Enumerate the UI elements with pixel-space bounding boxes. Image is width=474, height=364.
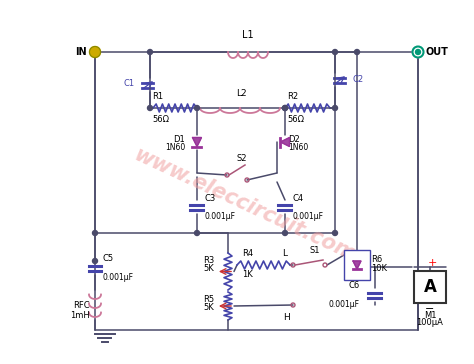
Text: 100μA: 100μA xyxy=(417,318,444,327)
Text: 0.001μF: 0.001μF xyxy=(103,273,134,282)
Text: 0.001μF: 0.001μF xyxy=(293,212,324,221)
Text: L2: L2 xyxy=(236,89,247,98)
Text: H: H xyxy=(283,313,291,322)
Circle shape xyxy=(283,230,288,236)
Circle shape xyxy=(332,50,337,55)
Circle shape xyxy=(332,230,337,236)
Text: 1K: 1K xyxy=(242,270,253,279)
Circle shape xyxy=(283,106,288,111)
Circle shape xyxy=(194,230,200,236)
Circle shape xyxy=(355,50,359,55)
Text: OUT: OUT xyxy=(426,47,449,57)
Text: 5K: 5K xyxy=(203,303,214,312)
Text: 0.001μF: 0.001μF xyxy=(205,212,236,221)
Circle shape xyxy=(283,106,288,111)
Text: 10K: 10K xyxy=(371,264,387,273)
Text: R3: R3 xyxy=(203,256,214,265)
Text: R6: R6 xyxy=(371,255,382,264)
Text: 1N60: 1N60 xyxy=(288,143,308,153)
Text: 1N60: 1N60 xyxy=(165,143,185,153)
Text: L: L xyxy=(283,249,288,258)
Text: L1: L1 xyxy=(242,30,254,40)
Text: S1: S1 xyxy=(310,246,320,255)
Text: IN: IN xyxy=(75,47,87,57)
Circle shape xyxy=(147,106,153,111)
Text: R1: R1 xyxy=(152,92,163,101)
Text: C1: C1 xyxy=(124,79,135,88)
Polygon shape xyxy=(192,138,201,146)
Circle shape xyxy=(147,50,153,55)
Text: 56Ω: 56Ω xyxy=(152,115,169,124)
Text: 5K: 5K xyxy=(203,264,214,273)
Text: D1: D1 xyxy=(173,135,185,143)
Text: A: A xyxy=(424,278,437,296)
Circle shape xyxy=(92,258,98,264)
Text: S2: S2 xyxy=(237,154,247,163)
Text: D2: D2 xyxy=(288,135,300,143)
Text: −: − xyxy=(425,304,435,314)
Polygon shape xyxy=(281,138,290,146)
Text: www.eleccircuit.com: www.eleccircuit.com xyxy=(131,145,359,265)
Circle shape xyxy=(332,106,337,111)
Circle shape xyxy=(416,50,420,55)
Text: RFC: RFC xyxy=(73,301,90,309)
Text: C6: C6 xyxy=(349,281,360,290)
Text: 0.001μF: 0.001μF xyxy=(329,300,360,309)
Text: 56Ω: 56Ω xyxy=(287,115,304,124)
Text: R4: R4 xyxy=(242,249,253,258)
Circle shape xyxy=(90,47,100,58)
Circle shape xyxy=(194,106,200,111)
Circle shape xyxy=(412,47,423,58)
Circle shape xyxy=(92,230,98,236)
Polygon shape xyxy=(353,261,361,269)
Text: +: + xyxy=(428,258,437,268)
Text: C2: C2 xyxy=(353,75,364,83)
Bar xyxy=(344,250,370,280)
Text: R2: R2 xyxy=(287,92,298,101)
Text: R5: R5 xyxy=(203,295,214,304)
Circle shape xyxy=(92,50,98,55)
Bar xyxy=(414,271,446,303)
Text: 1mH: 1mH xyxy=(70,310,90,320)
Text: C5: C5 xyxy=(103,254,114,263)
Text: C4: C4 xyxy=(293,194,304,203)
Text: M1: M1 xyxy=(424,311,436,320)
Text: C3: C3 xyxy=(205,194,216,203)
